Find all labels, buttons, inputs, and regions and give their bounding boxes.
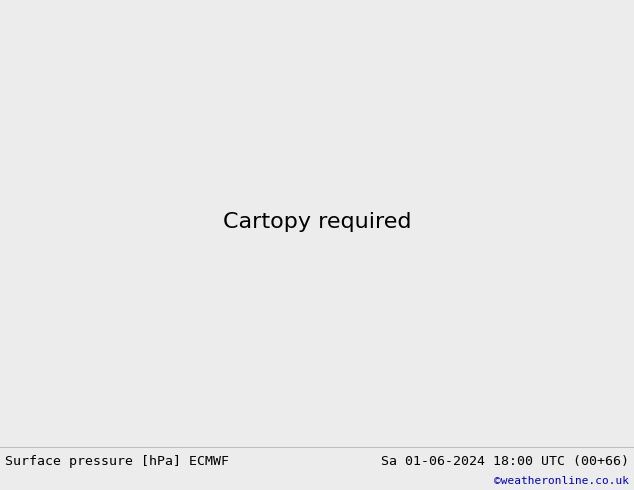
Text: Sa 01-06-2024 18:00 UTC (00+66): Sa 01-06-2024 18:00 UTC (00+66): [381, 455, 629, 467]
Text: Cartopy required: Cartopy required: [223, 212, 411, 232]
Text: ©weatheronline.co.uk: ©weatheronline.co.uk: [494, 476, 629, 486]
Text: Surface pressure [hPa] ECMWF: Surface pressure [hPa] ECMWF: [5, 455, 229, 467]
